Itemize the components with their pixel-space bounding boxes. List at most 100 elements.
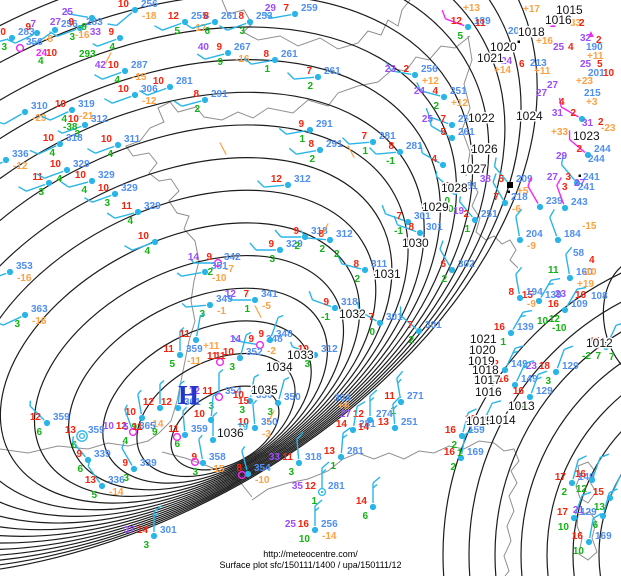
isobar-value-label: 1015 <box>466 414 493 428</box>
station-text: -10 <box>552 323 567 334</box>
station-text: 213 <box>530 58 547 69</box>
dewpoint-value: 3 <box>14 319 20 330</box>
temperature-value: 9 <box>76 449 82 460</box>
wind-barb <box>386 62 412 75</box>
pressure-value: 319 <box>78 99 95 110</box>
station-circle <box>396 148 404 156</box>
dewpoint-value: 0 <box>409 237 415 248</box>
weather-code: 33 <box>90 27 102 38</box>
temperature-value: 7 <box>306 66 312 77</box>
wind-barb <box>278 376 290 400</box>
temperature-value: 10 <box>50 159 62 170</box>
station-text: ╱ <box>267 410 275 423</box>
pressure-value: 159 <box>468 425 485 436</box>
pressure-value: 350 <box>284 392 301 403</box>
pressure-value: 261 <box>221 11 238 22</box>
dewpoint-value: 1 <box>264 64 270 75</box>
temperature-value: 10 <box>153 76 165 87</box>
station-circle <box>111 190 119 198</box>
pressure-value: 350 <box>256 390 273 401</box>
wind-barb <box>540 277 561 298</box>
wind-barb <box>356 301 377 322</box>
pressure-value: 329 <box>144 201 161 212</box>
pressure-value: 218 <box>511 192 528 203</box>
dewpoint-value: -1 <box>386 156 395 167</box>
wind-barb <box>121 442 133 466</box>
temperature-value: 10 <box>223 347 235 358</box>
wind-barb <box>556 177 565 205</box>
pressure-value: 253 <box>256 11 273 22</box>
temperature-value: 10 <box>125 407 137 418</box>
temperature-value: 9 <box>248 334 254 345</box>
station-circle <box>199 459 207 467</box>
coastline <box>251 440 520 576</box>
temperature-value: 11 <box>384 391 395 402</box>
pressure-value: 342 <box>224 252 241 263</box>
temperature-value: 8 <box>388 141 394 152</box>
pressure-value: 209 <box>516 174 533 185</box>
wind-barb <box>574 491 592 515</box>
wind-barb <box>393 215 417 233</box>
dewpoint-value: 4 <box>61 114 67 125</box>
isobar-value-label: 1022 <box>468 111 495 125</box>
station-circle <box>416 229 424 237</box>
station-circle <box>501 199 509 207</box>
station-circle <box>244 470 252 478</box>
temperature-value: 9 <box>268 239 274 250</box>
dewpoint-value: 4 <box>109 42 115 53</box>
dewpoint-value: 5 <box>174 26 180 37</box>
station-circle <box>130 465 138 473</box>
weather-code: 35 <box>292 481 304 492</box>
wind-barb <box>369 389 378 416</box>
station-circle <box>516 294 524 302</box>
station-circle <box>439 161 447 169</box>
pressure-tendency-value: -10 <box>212 273 227 284</box>
isobar-value-label: 1036 <box>217 426 244 440</box>
station-text: 4 <box>589 255 595 266</box>
station-circle <box>45 179 53 187</box>
temperature-value: 14 <box>137 525 149 536</box>
dewpoint-value: 2 <box>307 81 313 92</box>
dewpoint-value: -1 <box>321 312 330 323</box>
dewpoint-value: 12 <box>576 484 588 495</box>
station-text: 4 <box>568 42 574 53</box>
isobar-value-label: 1026 <box>471 142 498 156</box>
station-text: 31 <box>582 118 594 129</box>
dewpoint-value: 2 <box>408 335 414 346</box>
station-circle <box>464 23 472 31</box>
temperature-value: 8 <box>308 139 314 150</box>
temperature-value: 10 <box>0 27 6 38</box>
station-circle <box>311 351 319 359</box>
wind-barb <box>353 401 366 427</box>
wind-barb <box>483 400 502 422</box>
temperature-value: 9 <box>216 42 222 53</box>
coastline <box>469 179 519 269</box>
pressure-value: 312 <box>336 229 353 240</box>
station-text: 5 <box>123 422 129 433</box>
dewpoint-value: 6 <box>71 440 77 451</box>
pressure-value: 352 <box>246 347 263 358</box>
pressure-value: 259 <box>301 3 318 14</box>
dewpoint-value: 1 <box>299 134 305 145</box>
temperature-value: 12 <box>488 359 500 370</box>
wind-barb <box>392 397 400 425</box>
pressure-tendency-value: -9 <box>527 299 536 310</box>
pressure-value: 291 <box>326 139 343 150</box>
dewpoint-value: 3 <box>192 467 198 478</box>
pressure-tendency-value: +12 <box>451 98 468 109</box>
station-text: -23 <box>601 123 616 134</box>
dewpoint-value: 2 <box>294 241 300 252</box>
wind-barb <box>124 404 133 429</box>
isobar-line <box>442 272 621 576</box>
pressure-tendency-value: +19 <box>577 279 594 290</box>
pressure-value: 348 <box>276 329 293 340</box>
temperature-value: 12 <box>116 421 128 432</box>
station-circle <box>561 204 569 212</box>
pressure-value: 312 <box>321 344 338 355</box>
station-circle <box>116 34 124 42</box>
station-text: 10 <box>603 68 615 79</box>
weather-code: 10 <box>103 421 115 432</box>
station-circle-magenta <box>215 357 225 367</box>
weather-code: 14 <box>188 252 200 263</box>
